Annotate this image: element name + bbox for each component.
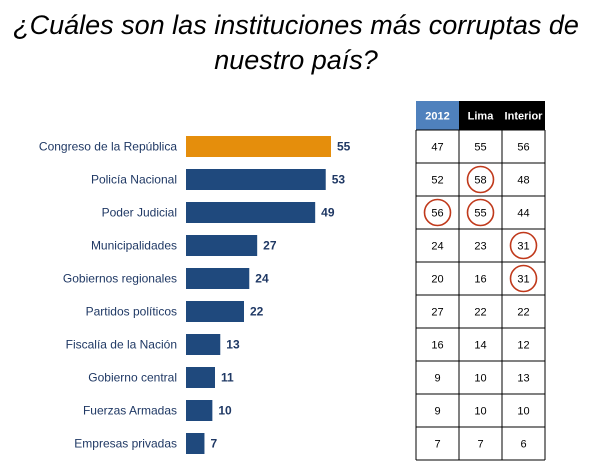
bar [186,136,331,157]
table-header-cell [502,101,545,130]
category-label: Gobierno central [88,371,177,385]
table-cell: 20 [431,274,443,286]
table-cell: 55 [474,208,486,220]
bar [186,202,316,223]
value-label: 49 [321,206,335,220]
table-cell: 14 [474,340,486,352]
chart-title: ¿Cuáles son las instituciones más corrup… [13,10,579,75]
highlight-circle [466,165,495,194]
table-cell: 10 [517,406,529,418]
table-cell: 10 [474,406,486,418]
table-cell: 12 [517,340,529,352]
table-cell: 6 [520,439,526,451]
highlight-circle [509,231,538,260]
category-label: Empresas privadas [74,437,177,451]
highlight-circle [423,198,452,227]
table-cell: 7 [434,439,440,451]
category-label: Policía Nacional [91,173,177,187]
bar [186,268,250,289]
table-cell: 31 [517,274,529,286]
table-cell: 27 [431,307,443,319]
table-cell: 47 [431,142,443,154]
bar [186,169,326,190]
table-cell: 13 [517,373,529,385]
category-label: Poder Judicial [102,206,177,220]
table-cell: 24 [431,241,443,253]
table-cell: 16 [431,340,443,352]
value-label: 10 [218,404,232,418]
table-cell: 48 [517,175,529,187]
table-header-label: Lima [468,111,495,123]
value-label: 27 [263,239,277,253]
table-cell: 31 [517,241,529,253]
table-header-label: Interior [505,111,544,123]
category-label: Fuerzas Armadas [83,404,177,418]
table-cell: 58 [474,175,486,187]
table-cell: 52 [431,175,443,187]
category-label: Municipalidades [91,239,177,253]
table-cell: 7 [477,439,483,451]
value-label: 13 [226,338,240,352]
bar [186,334,221,355]
category-label: Gobiernos regionales [63,272,177,286]
value-label: 55 [337,140,351,154]
highlight-circle [466,198,495,227]
value-label: 53 [332,173,346,187]
table-cell: 9 [434,373,440,385]
table-header-label: 2012 [425,111,449,123]
table-cell: 22 [517,307,529,319]
category-label: Partidos políticos [86,305,177,319]
category-label: Fiscalía de la Nación [66,338,177,352]
category-label: Congreso de la República [39,140,177,154]
value-label: 11 [221,371,234,385]
bar [186,433,205,454]
bar [186,235,258,256]
table-header-cell [416,101,459,130]
table-cell: 55 [474,142,486,154]
table-cell: 16 [474,274,486,286]
value-label: 22 [250,305,264,319]
bar [186,367,215,388]
table-cell: 22 [474,307,486,319]
table-cell: 9 [434,406,440,418]
value-label: 24 [255,272,269,286]
value-label: 7 [210,437,217,451]
highlight-circle [509,264,538,293]
table-cell: 10 [474,373,486,385]
bar [186,301,244,322]
table-cell: 23 [474,241,486,253]
table-header-cell [459,101,502,130]
table-cell: 56 [431,208,443,220]
bar [186,400,213,421]
table-cell: 56 [517,142,529,154]
table-cell: 44 [517,208,529,220]
